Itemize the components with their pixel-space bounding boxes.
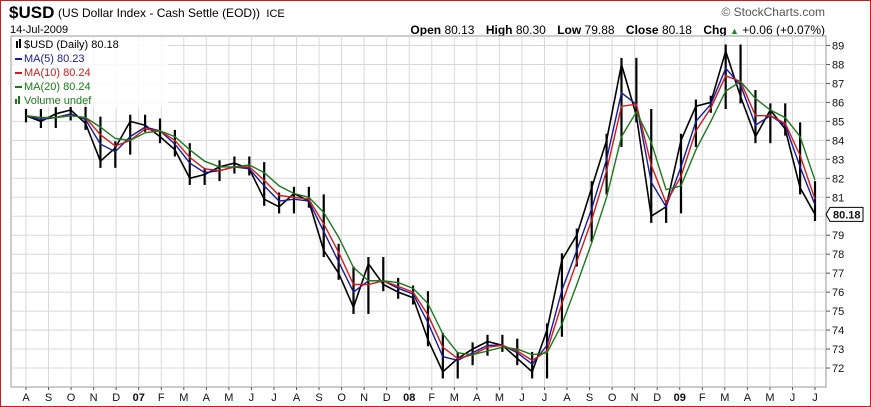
last-value-label: 80.18 xyxy=(833,209,861,221)
x-tick-label: J xyxy=(271,392,277,404)
y-tick-label: 74 xyxy=(832,325,844,337)
high-value: 80.30 xyxy=(515,23,546,37)
y-tick-label: 89 xyxy=(832,40,844,52)
chart-description: (US Dollar Index - Cash Settle (EOD)) IC… xyxy=(58,6,285,20)
x-tick-label: N xyxy=(360,392,368,404)
x-tick-label: J xyxy=(542,392,548,404)
x-tick-label: M xyxy=(179,392,188,404)
x-tick-label: S xyxy=(315,392,322,404)
chart-symbol: $USD xyxy=(9,3,55,22)
close-value: 80.18 xyxy=(661,23,692,37)
chg-value: +0.06 (+0.07%) xyxy=(742,23,825,37)
x-tick-label: J xyxy=(790,392,796,404)
price-series-line xyxy=(25,48,816,374)
legend-item: MA(20) 80.24 xyxy=(15,81,91,93)
low-label: Low xyxy=(557,23,582,37)
x-tick-label: D xyxy=(112,392,120,404)
y-tick-label: 73 xyxy=(832,344,844,356)
ma20-series-line xyxy=(25,80,816,356)
legend-item: MA(5) 80.23 xyxy=(15,53,85,65)
ohlc-readout: Open 80.13 High 80.30 Low 79.88 Close 80… xyxy=(402,23,825,37)
legend-item: Volume undef xyxy=(15,95,92,107)
x-tick-label: O xyxy=(608,392,617,404)
legend: $USD (Daily) 80.18 MA(5) 80.23 MA(10) 80.2… xyxy=(13,38,168,107)
x-tick-label: A xyxy=(563,392,571,404)
y-tick-label: 72 xyxy=(832,363,844,375)
x-tick-label: O xyxy=(67,392,76,404)
legend-label: MA(5) 80.23 xyxy=(24,53,85,65)
y-tick-label: 82 xyxy=(832,173,844,185)
y-tick-label: 87 xyxy=(832,78,844,90)
x-tick-label: M xyxy=(224,392,233,404)
description-text: (US Dollar Index - Cash Settle (EOD)) xyxy=(58,6,261,20)
x-tick-label: F xyxy=(699,392,706,404)
chart-date: 14-Jul-2009 xyxy=(10,24,69,36)
x-tick-label: A xyxy=(203,392,211,404)
x-tick-label: M xyxy=(495,392,504,404)
x-tick-label: M xyxy=(720,392,729,404)
x-tick-label: F xyxy=(158,392,165,404)
low-value: 79.88 xyxy=(584,23,615,37)
x-tick-label: A xyxy=(473,392,481,404)
x-tick-label: F xyxy=(428,392,435,404)
exchange-label: ICE xyxy=(266,8,285,20)
x-tick-label: 08 xyxy=(403,392,415,404)
brand-link[interactable]: © StockCharts.com xyxy=(721,5,825,19)
x-tick-label: O xyxy=(337,392,346,404)
high-label: High xyxy=(485,23,513,37)
y-tick-label: 76 xyxy=(832,287,844,299)
legend-label: MA(20) 80.24 xyxy=(24,81,91,93)
candle-icon xyxy=(19,39,21,48)
legend-background xyxy=(13,38,168,107)
y-tick-label: 86 xyxy=(832,97,844,109)
x-tick-label: S xyxy=(586,392,593,404)
y-tick-label: 84 xyxy=(832,135,844,147)
last-value-marker: 80.18 xyxy=(825,206,864,222)
x-tick-label: M xyxy=(450,392,459,404)
x-tick-label: M xyxy=(765,392,774,404)
y-tick-label: 77 xyxy=(832,268,844,280)
open-label: Open xyxy=(410,23,442,37)
x-tick-label: N xyxy=(90,392,98,404)
legend-label: Volume undef xyxy=(24,95,92,107)
x-tick-label: J xyxy=(519,392,525,404)
y-tick-label: 78 xyxy=(832,249,844,261)
x-tick-label: J xyxy=(812,392,818,404)
volume-bars-icon xyxy=(18,96,20,104)
chg-label: Chg xyxy=(703,23,727,37)
legend-item: $USD (Daily) 80.18 xyxy=(16,39,119,51)
y-tick-label: 88 xyxy=(832,59,844,71)
x-tick-label: A xyxy=(22,392,30,404)
volume-bars-icon xyxy=(15,99,17,104)
x-tick-label: 09 xyxy=(674,392,686,404)
legend-label: $USD (Daily) 80.18 xyxy=(24,39,119,51)
legend-item: MA(10) 80.24 xyxy=(15,67,91,79)
x-tick-label: S xyxy=(45,392,52,404)
y-tick-label: 75 xyxy=(832,306,844,318)
close-label: Close xyxy=(625,23,659,37)
y-tick-label: 85 xyxy=(832,116,844,128)
y-tick-label: 79 xyxy=(832,230,844,242)
legend-label: MA(10) 80.24 xyxy=(24,67,91,79)
candle-icon xyxy=(16,41,18,48)
x-tick-label: D xyxy=(653,392,661,404)
open-value: 80.13 xyxy=(444,23,475,37)
x-tick-label: D xyxy=(383,392,391,404)
x-tick-label: N xyxy=(631,392,639,404)
x-tick-label: A xyxy=(293,392,301,404)
chg-arrow-icon: ▲ xyxy=(730,26,739,36)
x-tick-label: A xyxy=(744,392,752,404)
y-tick-label: 83 xyxy=(832,154,844,166)
x-tick-label: J xyxy=(249,392,255,404)
y-tick-label: 81 xyxy=(832,192,844,204)
x-tick-label: 07 xyxy=(133,392,145,404)
